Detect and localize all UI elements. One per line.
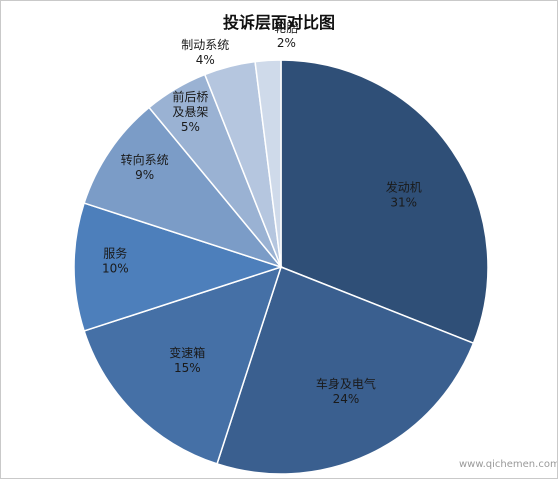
slice-label: 制动系统 4% — [181, 38, 229, 67]
slice-name: 轮胎 — [274, 21, 298, 35]
slice-label: 前后桥及悬架 5% — [172, 89, 208, 134]
pie-slice — [280, 59, 489, 345]
chart-title: 投诉层面对比图 — [223, 13, 335, 32]
slice-percent: 15% — [174, 361, 201, 375]
slice-name: 及悬架 — [172, 105, 208, 119]
pie-slice — [73, 202, 284, 332]
slice-percent: 2% — [277, 36, 296, 50]
slice-percent: 5% — [181, 120, 200, 134]
slice-percent: 10% — [102, 262, 129, 276]
slice-name: 服务 — [103, 246, 127, 261]
slice-percent: 9% — [135, 168, 154, 182]
slice-name: 变速箱 — [169, 345, 205, 360]
slice-label: 变速箱 15% — [169, 345, 205, 375]
slice-percent: 24% — [333, 392, 360, 406]
pie-labels: 发动机 31%车身及电气 24%变速箱 15%服务 10%转向系统 9%前后桥及悬架 5%制… — [102, 21, 422, 406]
pie-slice — [254, 59, 282, 268]
slice-name: 车身及电气 — [316, 376, 376, 391]
slice-label: 车身及电气 24% — [316, 376, 376, 406]
slice-name: 发动机 — [386, 180, 422, 195]
slice-name: 前后桥 — [172, 89, 208, 104]
slice-label: 转向系统 9% — [121, 152, 169, 182]
watermark-text: www.qichemen.com — [459, 459, 557, 470]
slice-label: 发动机 31% — [386, 180, 422, 210]
slice-name: 转向系统 — [121, 152, 169, 167]
pie-slice — [83, 106, 284, 269]
pie-slice — [216, 266, 475, 475]
slice-percent: 31% — [390, 196, 417, 210]
slice-name: 制动系统 — [181, 38, 229, 52]
pie-slices — [73, 59, 489, 475]
slice-label: 轮胎 2% — [274, 21, 298, 50]
pie-slice — [83, 265, 283, 465]
slice-percent: 4% — [196, 53, 215, 67]
slice-label: 服务 10% — [102, 246, 129, 276]
